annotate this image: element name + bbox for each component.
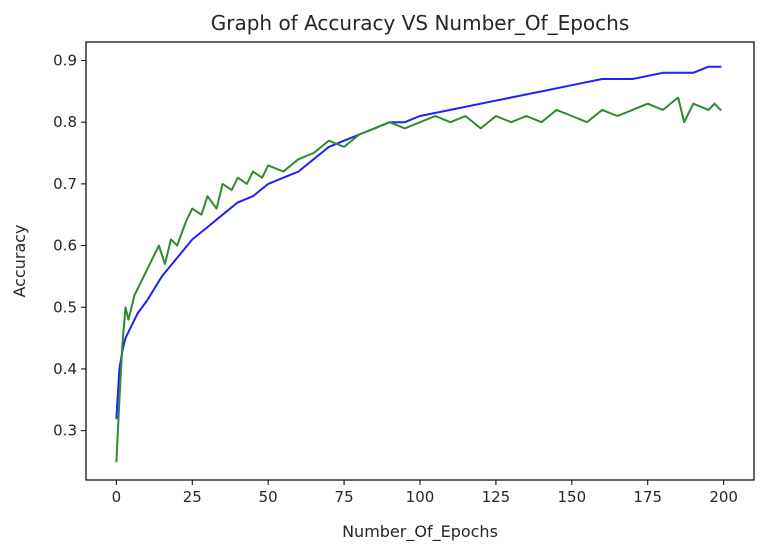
x-tick-label: 100	[406, 488, 435, 506]
series-line-1	[115, 65, 722, 420]
y-tick-label: 0.4	[53, 360, 77, 378]
x-tick-label: 0	[112, 488, 122, 506]
x-axis-label: Number_Of_Epochs	[342, 522, 498, 542]
y-tick-label: 0.9	[53, 52, 77, 70]
x-tick-label: 200	[709, 488, 738, 506]
y-axis-ticks: 0.3 0.4 0.5 0.6 0.7 0.8 0.9	[53, 52, 86, 440]
x-tick-label: 150	[557, 488, 586, 506]
x-tick-label: 25	[183, 488, 202, 506]
chart-title: Graph of Accuracy VS Number_Of_Epochs	[211, 11, 630, 35]
y-tick-label: 0.6	[53, 237, 77, 255]
series-line-2	[115, 96, 722, 463]
x-tick-label: 50	[259, 488, 278, 506]
x-tick-label: 75	[335, 488, 354, 506]
plot-area	[115, 65, 722, 463]
y-tick-label: 0.7	[53, 175, 77, 193]
y-tick-label: 0.3	[53, 422, 77, 440]
x-tick-label: 125	[482, 488, 511, 506]
y-tick-label: 0.5	[53, 298, 77, 316]
x-tick-label: 175	[633, 488, 662, 506]
y-tick-label: 0.8	[53, 113, 77, 131]
axes-frame	[85, 41, 755, 481]
y-axis-label: Accuracy	[10, 224, 29, 297]
x-axis-ticks: 0 25 50 75 100 125 150 175 200	[112, 480, 738, 506]
